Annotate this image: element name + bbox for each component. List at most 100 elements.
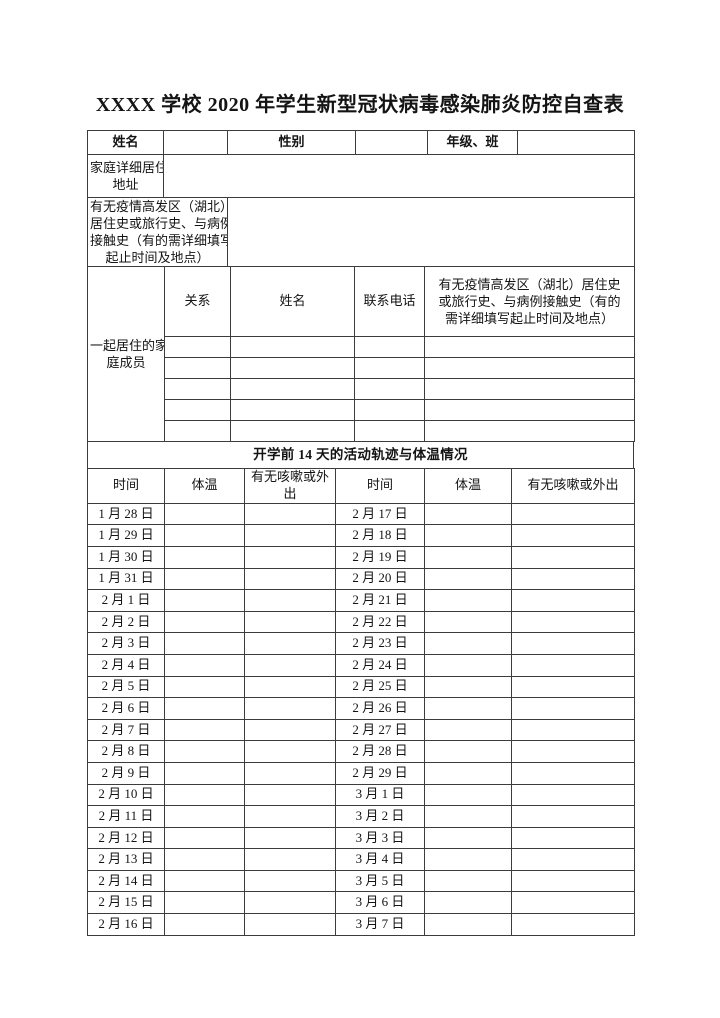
- address-input-cell[interactable]: [163, 154, 635, 198]
- temperature-cell[interactable]: [164, 524, 245, 547]
- temperature-cell[interactable]: [164, 632, 245, 655]
- relation-cell[interactable]: [164, 378, 231, 400]
- member-name-cell[interactable]: [230, 378, 355, 400]
- temperature-cell[interactable]: [164, 589, 245, 612]
- cough-cell[interactable]: [244, 524, 336, 547]
- member-phone-cell[interactable]: [354, 420, 425, 442]
- cough-cell[interactable]: [244, 675, 336, 699]
- temperature-cell[interactable]: [424, 653, 512, 677]
- temperature-cell[interactable]: [164, 675, 245, 699]
- cough-cell[interactable]: [244, 848, 336, 871]
- temperature-cell[interactable]: [164, 740, 245, 763]
- cough-cell[interactable]: [511, 697, 635, 720]
- member-name-cell[interactable]: [230, 420, 355, 442]
- temperature-cell[interactable]: [424, 848, 512, 871]
- temperature-cell[interactable]: [424, 913, 512, 936]
- member-name-cell[interactable]: [230, 357, 355, 379]
- temperature-cell[interactable]: [424, 502, 512, 526]
- cough-cell[interactable]: [244, 718, 336, 742]
- temperature-cell[interactable]: [164, 869, 245, 893]
- cough-cell[interactable]: [244, 740, 336, 763]
- member-history-cell[interactable]: [424, 420, 635, 442]
- temperature-cell[interactable]: [424, 761, 512, 785]
- cough-cell[interactable]: [511, 740, 635, 763]
- cough-cell[interactable]: [244, 869, 336, 893]
- cough-cell[interactable]: [511, 913, 635, 936]
- cough-cell[interactable]: [511, 610, 635, 634]
- temperature-cell[interactable]: [424, 589, 512, 612]
- temperature-cell[interactable]: [164, 653, 245, 677]
- cough-cell[interactable]: [511, 653, 635, 677]
- member-history-cell[interactable]: [424, 378, 635, 400]
- member-history-cell[interactable]: [424, 357, 635, 379]
- cough-cell[interactable]: [511, 589, 635, 612]
- cough-cell[interactable]: [511, 761, 635, 785]
- temperature-cell[interactable]: [424, 675, 512, 699]
- cough-cell[interactable]: [244, 697, 336, 720]
- temperature-cell[interactable]: [164, 567, 245, 591]
- temperature-cell[interactable]: [164, 805, 245, 828]
- cough-cell[interactable]: [244, 826, 336, 850]
- temperature-cell[interactable]: [164, 826, 245, 850]
- cough-cell[interactable]: [244, 610, 336, 634]
- temperature-cell[interactable]: [164, 761, 245, 785]
- cough-cell[interactable]: [511, 675, 635, 699]
- member-history-cell[interactable]: [424, 399, 635, 421]
- temperature-cell[interactable]: [164, 502, 245, 526]
- member-phone-cell[interactable]: [354, 357, 425, 379]
- cough-cell[interactable]: [244, 761, 336, 785]
- temperature-cell[interactable]: [424, 524, 512, 547]
- temperature-cell[interactable]: [424, 805, 512, 828]
- temperature-cell[interactable]: [424, 632, 512, 655]
- relation-cell[interactable]: [164, 399, 231, 421]
- cough-cell[interactable]: [244, 567, 336, 591]
- member-phone-cell[interactable]: [354, 378, 425, 400]
- temperature-cell[interactable]: [164, 783, 245, 807]
- temperature-cell[interactable]: [424, 697, 512, 720]
- cough-cell[interactable]: [511, 869, 635, 893]
- cough-cell[interactable]: [244, 502, 336, 526]
- cough-cell[interactable]: [511, 567, 635, 591]
- temperature-cell[interactable]: [424, 610, 512, 634]
- temperature-cell[interactable]: [424, 826, 512, 850]
- grade-class-input-cell[interactable]: [517, 130, 635, 155]
- cough-cell[interactable]: [244, 783, 336, 807]
- cough-cell[interactable]: [511, 718, 635, 742]
- relation-cell[interactable]: [164, 420, 231, 442]
- temperature-cell[interactable]: [424, 545, 512, 569]
- relation-cell[interactable]: [164, 336, 231, 358]
- cough-cell[interactable]: [244, 632, 336, 655]
- gender-input-cell[interactable]: [355, 130, 428, 155]
- member-phone-cell[interactable]: [354, 336, 425, 358]
- temperature-cell[interactable]: [164, 891, 245, 915]
- temperature-cell[interactable]: [164, 545, 245, 569]
- cough-cell[interactable]: [244, 891, 336, 915]
- name-input-cell[interactable]: [163, 130, 228, 155]
- member-name-cell[interactable]: [230, 399, 355, 421]
- temperature-cell[interactable]: [164, 697, 245, 720]
- cough-cell[interactable]: [511, 848, 635, 871]
- temperature-cell[interactable]: [424, 567, 512, 591]
- temperature-cell[interactable]: [164, 848, 245, 871]
- cough-cell[interactable]: [244, 805, 336, 828]
- cough-cell[interactable]: [244, 653, 336, 677]
- cough-cell[interactable]: [511, 783, 635, 807]
- member-name-cell[interactable]: [230, 336, 355, 358]
- temperature-cell[interactable]: [164, 718, 245, 742]
- temperature-cell[interactable]: [164, 913, 245, 936]
- relation-cell[interactable]: [164, 357, 231, 379]
- epidemic-history-input-cell[interactable]: [227, 197, 635, 267]
- cough-cell[interactable]: [511, 632, 635, 655]
- temperature-cell[interactable]: [164, 610, 245, 634]
- member-history-cell[interactable]: [424, 336, 635, 358]
- cough-cell[interactable]: [511, 805, 635, 828]
- cough-cell[interactable]: [244, 545, 336, 569]
- cough-cell[interactable]: [511, 502, 635, 526]
- cough-cell[interactable]: [511, 524, 635, 547]
- cough-cell[interactable]: [244, 589, 336, 612]
- temperature-cell[interactable]: [424, 740, 512, 763]
- cough-cell[interactable]: [511, 545, 635, 569]
- member-phone-cell[interactable]: [354, 399, 425, 421]
- cough-cell[interactable]: [244, 913, 336, 936]
- temperature-cell[interactable]: [424, 869, 512, 893]
